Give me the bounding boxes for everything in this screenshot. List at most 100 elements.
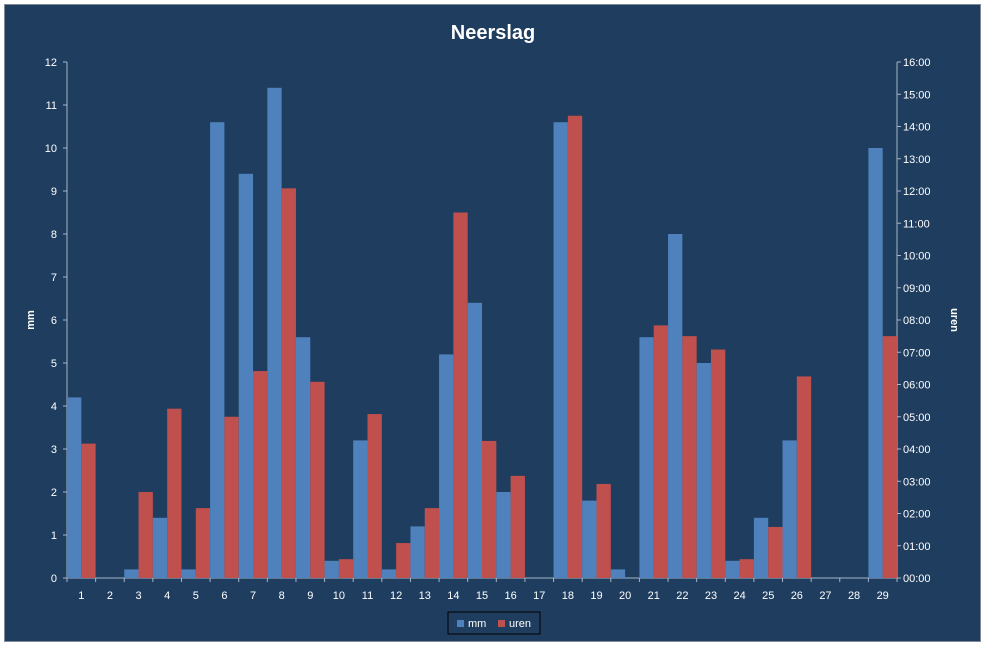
x-tick-label: 16: [504, 590, 516, 602]
chart-title: Neerslag: [451, 22, 536, 44]
y-tick-label: 2: [51, 487, 57, 499]
bar-uren: [424, 508, 440, 578]
y-tick-label: 8: [51, 229, 57, 241]
y2-tick-label: 13:00: [903, 154, 931, 166]
x-tick-label: 24: [733, 590, 745, 602]
bar-uren: [310, 381, 325, 578]
x-tick-label: 8: [279, 590, 285, 602]
bar-uren: [167, 408, 182, 578]
x-tick-label: 28: [848, 590, 860, 602]
y2-tick-label: 03:00: [903, 476, 931, 488]
bar-mm: [753, 517, 769, 578]
y2-tick-label: 11:00: [903, 218, 930, 230]
bar-uren: [453, 212, 468, 578]
bar-mm: [868, 148, 883, 578]
y-tick-label: 1: [51, 530, 57, 542]
x-tick-label: 20: [619, 590, 631, 602]
tick-labels: 012345678910111200:0001:0002:0003:0004:0…: [45, 57, 931, 602]
bar-mm: [381, 569, 397, 578]
y2-tick-label: 05:00: [903, 412, 931, 424]
y-tick-label: 4: [51, 401, 57, 413]
x-tick-label: 15: [476, 590, 488, 602]
bar-uren: [281, 188, 296, 578]
bar-uren: [367, 414, 382, 578]
legend-box: [447, 611, 541, 635]
y-tick-label: 3: [51, 444, 57, 456]
x-tick-label: 23: [705, 590, 717, 602]
bar-uren: [682, 336, 697, 578]
bar-mm: [696, 363, 711, 578]
x-tick-label: 5: [193, 590, 199, 602]
bar-mm: [410, 526, 425, 578]
y2-tick-label: 06:00: [903, 380, 931, 392]
y2-tick-label: 07:00: [903, 347, 931, 359]
legend-swatch-mm: [457, 620, 464, 627]
y-tick-label: 5: [51, 358, 57, 370]
bars: [67, 87, 897, 579]
x-tick-label: 22: [676, 590, 688, 602]
bar-mm: [553, 122, 568, 578]
bar-mm: [210, 122, 225, 578]
bar-mm: [639, 337, 654, 578]
bar-uren: [567, 115, 583, 578]
bar-uren: [81, 443, 96, 578]
legend-swatch-uren: [498, 620, 505, 627]
legend-label-uren: uren: [509, 618, 531, 630]
x-tick-label: 17: [533, 590, 545, 602]
bar-uren: [710, 349, 726, 578]
y2-tick-label: 00:00: [903, 573, 931, 585]
bar-uren: [768, 526, 783, 578]
x-tick-label: 12: [390, 590, 402, 602]
legend-label-mm: mm: [468, 618, 486, 630]
y2-axis-label: uren: [948, 308, 960, 332]
y-tick-label: 12: [45, 57, 57, 69]
y-axis-label: mm: [25, 310, 37, 330]
bar-mm: [725, 560, 740, 578]
x-tick-label: 7: [250, 590, 256, 602]
bar-uren: [796, 376, 812, 578]
bar-mm: [152, 517, 168, 578]
y2-tick-label: 01:00: [903, 541, 931, 553]
bar-mm: [610, 569, 626, 578]
y2-tick-label: 10:00: [903, 251, 931, 263]
x-tick-label: 25: [762, 590, 774, 602]
bar-mm: [496, 492, 511, 578]
y-tick-label: 7: [51, 272, 57, 284]
bar-mm: [67, 397, 82, 578]
y-tick-label: 0: [51, 573, 57, 585]
x-tick-label: 29: [877, 590, 889, 602]
x-tick-label: 14: [447, 590, 459, 602]
x-tick-label: 4: [164, 590, 170, 602]
x-tick-label: 1: [78, 590, 84, 602]
bar-uren: [510, 475, 525, 578]
x-tick-label: 26: [791, 590, 803, 602]
x-tick-label: 9: [307, 590, 313, 602]
bar-uren: [739, 559, 754, 578]
legend: mm uren: [447, 611, 541, 635]
x-tick-label: 18: [562, 590, 574, 602]
x-tick-label: 3: [135, 590, 141, 602]
bar-mm: [324, 560, 339, 578]
bar-mm: [439, 354, 454, 578]
y2-tick-label: 08:00: [903, 315, 931, 327]
x-tick-label: 6: [221, 590, 227, 602]
y2-tick-label: 14:00: [903, 122, 931, 134]
bar-mm: [238, 173, 254, 579]
bar-uren: [882, 336, 897, 578]
x-tick-label: 10: [333, 590, 345, 602]
y-tick-label: 11: [46, 100, 57, 112]
x-tick-label: 2: [107, 590, 113, 602]
bar-uren: [482, 440, 497, 578]
y2-tick-label: 16:00: [903, 57, 931, 69]
x-tick-label: 19: [590, 590, 602, 602]
bar-uren: [653, 325, 669, 578]
x-tick-label: 21: [648, 590, 660, 602]
bar-mm: [124, 569, 139, 578]
bar-uren: [195, 508, 211, 578]
bar-mm: [181, 569, 196, 578]
bar-mm: [582, 500, 597, 578]
y2-tick-label: 04:00: [903, 444, 931, 456]
bar-uren: [338, 559, 354, 578]
bar-mm: [668, 234, 683, 578]
